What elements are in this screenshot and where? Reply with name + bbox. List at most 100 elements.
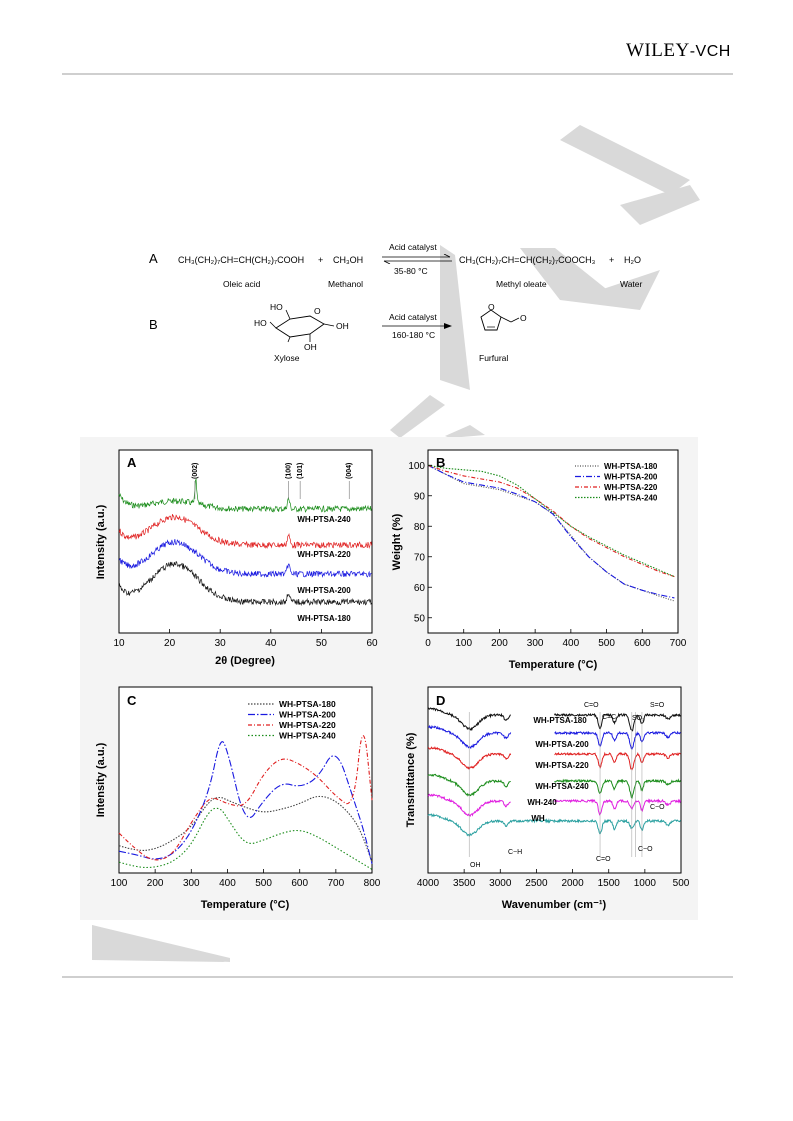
xrd-sample-label: WH-PTSA-220 [297,550,351,559]
tpd-curve [118,795,373,863]
ftir-spectrum [554,778,682,799]
xrd-peak-label: (002) [192,463,199,479]
catalyst-label-b: Acid catalyst [389,312,437,322]
panel-c-xlabel: Temperature (°C) [201,899,290,911]
ftir-tick-label: 500 [673,878,690,889]
xylose-oh-bottom: OH [304,342,317,352]
ftir-band-label: S=O [650,702,665,709]
xrd-peak-label: (101) [297,463,304,479]
ftir-tick-label: 2000 [561,878,584,889]
tga-legend-label: WH-PTSA-220 [604,483,658,492]
ftir-band-label: C−O [638,846,653,853]
panel-b-ylabel: Weight (%) [391,513,403,570]
tga-ytick-label: 80 [414,522,426,533]
methanol-name: Methanol [328,279,363,289]
plus-sign-1: + [318,255,324,265]
ftir-sample-label: WH-PTSA-200 [535,740,589,749]
ftir-tick-label: 3000 [489,878,512,889]
ftir-sample-label: WH [531,814,545,823]
furfural-aldehyde-oxygen: O [520,313,527,323]
ftir-sample-label: WH-240 [527,798,557,807]
xrd-tick-label: 20 [164,638,176,649]
ftir-tick-label: 2500 [525,878,548,889]
xylose-name: Xylose [274,353,300,363]
ftir-band-label: SO₃ [632,715,645,722]
panel-a-ylabel: Intensity (a.u.) [95,504,107,579]
xylose-ho-top: HO [270,302,283,312]
plus-sign-2: + [609,255,615,265]
tpd-curve [118,741,373,865]
tga-legend-label: WH-PTSA-240 [604,494,658,503]
forward-arrow [382,323,452,329]
tga-ytick-label: 60 [414,583,426,594]
ftir-sample-label: WH-PTSA-220 [535,761,589,770]
tpd-legend-label: WH-PTSA-180 [279,699,336,709]
panel-d-ylabel: Transmittance (%) [405,732,417,827]
tpd-curve [118,807,373,870]
tpd-tick-label: 700 [328,878,345,889]
tga-ytick-label: 90 [414,491,426,502]
panel-c: C 100 200 300 400 500 600 700 800 WH-PTSA-180WH… [95,686,381,911]
panel-a-peak-labels: (002) (100) (101) (004) [192,463,353,499]
tga-xtick-label: 0 [425,638,431,649]
furfural-ring-oxygen: O [488,303,495,312]
tga-ytick-label: 70 [414,552,426,563]
panel-c-legend: WH-PTSA-180WH-PTSA-200WH-PTSA-220WH-PTSA… [248,699,336,741]
ftir-tick-label: 3500 [453,878,476,889]
ftir-band-label: OH [470,862,481,869]
tga-legend-label: WH-PTSA-200 [604,473,658,482]
header-rule [62,73,733,75]
furfural-name: Furfural [479,353,509,363]
tpd-legend-label: WH-PTSA-240 [279,731,336,741]
furfural-structure: O O [480,303,527,331]
xylose-ring-oxygen: O [314,306,321,316]
xrd-tick-label: 50 [316,638,328,649]
xylose-structure: O HO HO OH OH [254,302,349,352]
ftir-sample-label: WH-PTSA-240 [535,782,589,791]
ftir-sample-label: WH-PTSA-180 [533,716,587,725]
panel-d-letter: D [436,693,445,708]
oleic-acid-name: Oleic acid [223,279,261,289]
ftir-band-label: C=O [584,702,599,709]
xrd-tick-label: 40 [265,638,277,649]
panel-d-xticks: 4000 3500 3000 2500 2000 1500 1000 500 [417,869,690,889]
tpd-tick-label: 200 [147,878,164,889]
xrd-peak-label: (100) [286,463,293,479]
tpd-legend-label: WH-PTSA-220 [279,720,336,730]
tpd-tick-label: 600 [291,878,308,889]
xrd-sample-label: WH-PTSA-180 [297,614,351,623]
tga-ytick-label: 100 [408,461,425,472]
ftir-tick-label: 4000 [417,878,440,889]
ftir-band-label: C=C [602,714,616,721]
catalyst-label-a: Acid catalyst [389,242,437,252]
panel-b-xlabel: Temperature (°C) [509,659,598,671]
panel-d: D 4000 3500 3000 2500 2000 1500 1000 500 WH-PTS… [405,686,690,911]
panel-b-series [427,464,675,602]
xrd-curve [118,513,372,549]
xrd-curve [118,561,372,607]
methyl-oleate-name: Methyl oleate [496,279,547,289]
xrd-peak-label: (004) [346,463,353,479]
tpd-tick-label: 400 [219,878,236,889]
tga-xtick-label: 600 [634,638,651,649]
ftir-spectrum [554,751,681,771]
xrd-tick-label: 60 [366,638,378,649]
tga-xtick-label: 200 [491,638,508,649]
methanol-formula: CH₃OH [333,255,364,265]
tga-xtick-label: 300 [527,638,544,649]
ftir-band-label: C=O [596,856,611,863]
ftir-tick-label: 1000 [634,878,657,889]
xrd-tick-label: 30 [215,638,227,649]
ftir-band-label: C−H [508,849,522,856]
ftir-spectrum [554,712,681,732]
panel-a-xlabel: 2θ (Degree) [215,655,275,667]
figure-panels: A 10 20 30 40 50 60 (002) (100) (101) (004) WH-P… [80,437,698,920]
scheme-a-label: A [149,251,158,266]
oleic-acid-formula: CH₃(CH₂)₇CH=CH(CH₂)₇COOH [178,255,305,265]
ftir-spectrum [427,813,681,837]
xylose-ho-left: HO [254,318,267,328]
panel-c-ylabel: Intensity (a.u.) [95,742,107,817]
ftir-spectrum [554,730,681,750]
